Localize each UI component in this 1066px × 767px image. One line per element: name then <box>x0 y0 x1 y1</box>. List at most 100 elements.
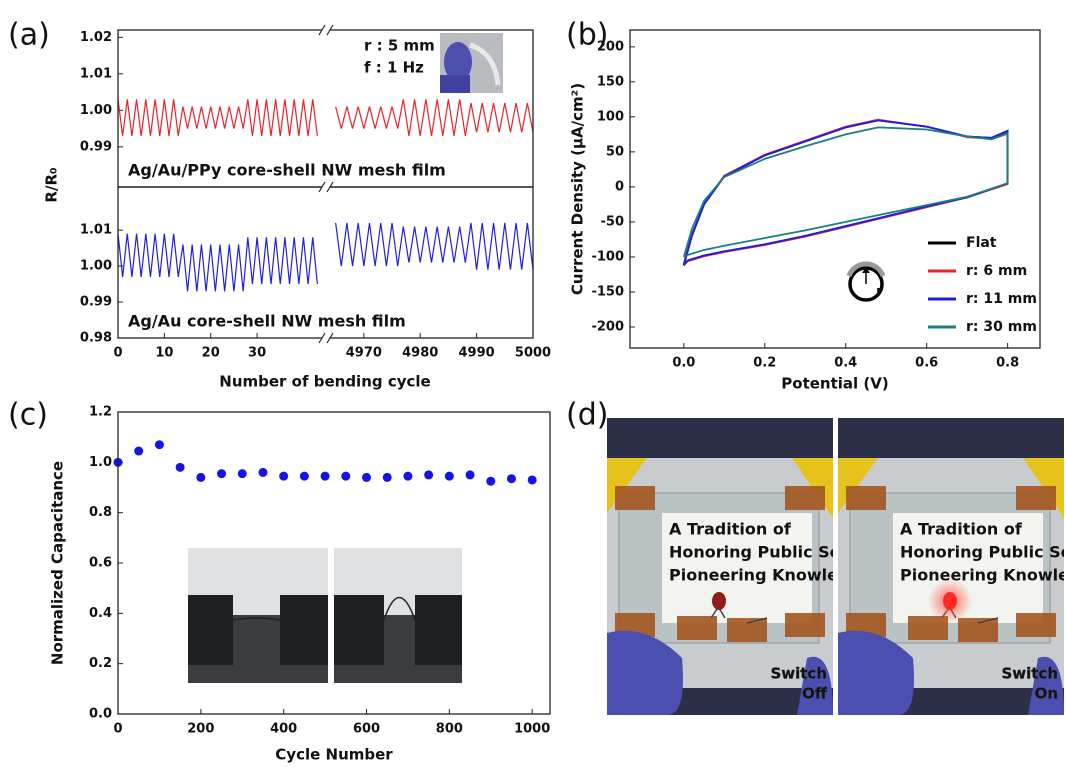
x-tick-label: 30 <box>248 346 266 361</box>
data-point <box>383 473 392 482</box>
data-point <box>258 468 267 477</box>
panel-label: (c) <box>8 398 48 433</box>
data-point <box>486 477 495 486</box>
data-line <box>118 223 533 291</box>
y-tick-label: 0.0 <box>89 707 112 722</box>
data-point <box>362 473 371 482</box>
switch-label: Off <box>802 685 828 703</box>
y-tick-label: 0.98 <box>80 331 112 346</box>
y-tick-label: 1.01 <box>80 66 112 81</box>
y-tick-label: -50 <box>601 214 625 229</box>
x-tick-label: 400 <box>270 722 297 737</box>
y-tick-label: 0.6 <box>89 556 112 571</box>
y-tick-label: 1.2 <box>89 405 112 420</box>
data-line <box>118 99 533 136</box>
y-tick-label: 1.00 <box>80 103 112 118</box>
y-tick-label: 0.2 <box>89 656 112 671</box>
x-tick-label: 10 <box>155 346 173 361</box>
y-tick-label: 0.99 <box>80 139 112 154</box>
switch-label: Switch <box>1001 665 1058 683</box>
x-axis-title: Cycle Number <box>275 746 393 764</box>
figure: (a) (b) (c) (d) r 0.991.001.011.02Ag/Au/… <box>0 0 1066 767</box>
y-tick-label: 100 <box>597 109 624 124</box>
tape <box>785 613 825 637</box>
x-tick-label: 800 <box>436 722 463 737</box>
panel-label: (a) <box>8 18 50 53</box>
tape <box>727 618 767 642</box>
page: {"chart_data": [ {"type": "line", "panel… <box>0 0 1066 767</box>
y-tick-label: 200 <box>597 39 624 54</box>
y-tick-label: 1.01 <box>80 223 112 238</box>
annotation: f : 1 Hz <box>364 59 424 77</box>
legend-label: r: 30 mm <box>966 319 1037 335</box>
photo: A Tradition of Honoring Public Se Pioneeri… <box>607 418 841 715</box>
y-tick-label: 1.00 <box>80 259 112 274</box>
x-tick-label: 0.0 <box>672 356 695 371</box>
data-point <box>155 440 164 449</box>
sign-text: Pioneering Knowle <box>900 566 1066 585</box>
data-point <box>300 472 309 481</box>
sign-text: Honoring Public Se <box>669 543 841 562</box>
tape <box>1016 613 1056 637</box>
tape <box>846 486 886 510</box>
x-tick-label: 0.6 <box>915 356 938 371</box>
panel-label: (d) <box>566 398 608 433</box>
y-tick-label: 150 <box>597 74 624 89</box>
switch-label: On <box>1035 685 1058 703</box>
data-point <box>279 472 288 481</box>
data-point <box>217 469 226 478</box>
y-tick-label: -100 <box>591 249 624 264</box>
data-line <box>684 120 1008 264</box>
tape <box>958 618 998 642</box>
y-tick-label: 0.99 <box>80 295 112 310</box>
y-axis-title: Current Density (μA/cm²) <box>569 83 587 295</box>
x-tick-label: 0 <box>113 722 122 737</box>
tape <box>677 616 717 640</box>
y-tick-label: -200 <box>591 319 624 334</box>
legend-label: r: 6 mm <box>966 263 1027 279</box>
x-tick-label: 5000 <box>515 346 551 361</box>
x-tick-label: 4980 <box>402 346 438 361</box>
data-point <box>341 472 350 481</box>
series-label: Ag/Au core-shell NW mesh film <box>128 312 406 331</box>
data-point <box>445 472 454 481</box>
data-point <box>403 472 412 481</box>
x-tick-label: 0.4 <box>834 356 857 371</box>
y-tick-label: 1.02 <box>80 30 112 45</box>
y-axis-title: Normalized Capacitance <box>49 461 67 665</box>
sign-text: Pioneering Knowle <box>669 566 838 585</box>
icon-label: r <box>876 284 883 300</box>
data-point <box>528 475 537 484</box>
sign-text: A Tradition of <box>669 520 792 539</box>
series-label: Ag/Au/PPy core-shell NW mesh film <box>128 161 446 180</box>
x-tick-label: 600 <box>353 722 380 737</box>
data-point <box>134 447 143 456</box>
y-tick-label: 0 <box>615 179 624 194</box>
y-tick-label: 0.4 <box>89 606 112 621</box>
y-axis-title: R/R₀ <box>43 167 61 202</box>
data-point <box>424 470 433 479</box>
x-axis-title: Potential (V) <box>781 375 888 393</box>
data-point <box>466 470 475 479</box>
tape <box>1016 486 1056 510</box>
led <box>712 592 726 610</box>
data-point <box>176 463 185 472</box>
y-tick-label: 1.0 <box>89 455 112 470</box>
y-tick-label: 0.8 <box>89 505 112 520</box>
data-line <box>684 127 1008 257</box>
annotation: r : 5 mm <box>364 37 435 55</box>
tape <box>615 486 655 510</box>
x-tick-label: 200 <box>187 722 214 737</box>
switch-label: Switch <box>770 665 827 683</box>
data-point <box>196 473 205 482</box>
data-point <box>321 472 330 481</box>
inset-photo <box>440 33 503 93</box>
x-tick-label: 0 <box>113 346 122 361</box>
x-tick-label: 4970 <box>346 346 382 361</box>
data-point <box>507 474 516 483</box>
legend-label: Flat <box>966 235 997 251</box>
legend-label: r: 11 mm <box>966 291 1037 307</box>
x-tick-label: 20 <box>202 346 220 361</box>
inset-photos <box>188 548 462 683</box>
